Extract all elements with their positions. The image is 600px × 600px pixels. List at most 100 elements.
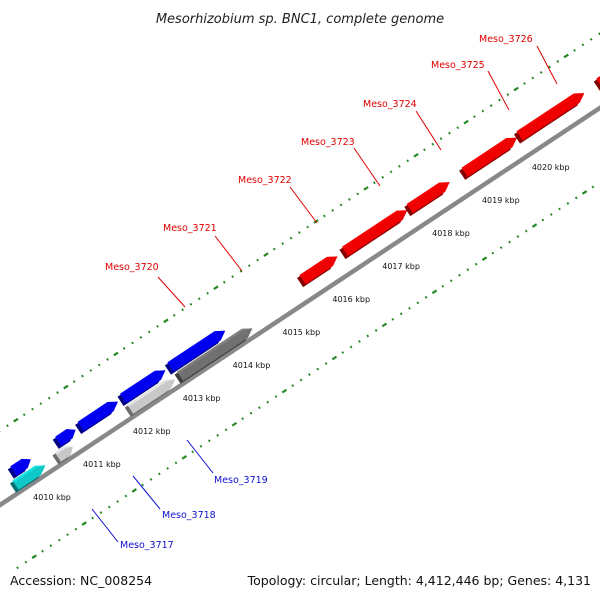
gc-dot bbox=[13, 417, 19, 423]
tick-label: 4020 kbp bbox=[532, 163, 570, 172]
gene-arrow-highlight bbox=[10, 458, 31, 469]
gc-dot bbox=[156, 324, 159, 328]
gc-dot bbox=[113, 351, 119, 357]
gc-dot bbox=[31, 407, 34, 411]
gc-dot bbox=[157, 472, 161, 476]
gene-label-meso-3722[interactable]: Meso_3722 bbox=[238, 175, 318, 224]
gene-arrow-body bbox=[341, 210, 408, 257]
gc-dot bbox=[389, 170, 393, 174]
gene-arrow-body bbox=[12, 465, 46, 490]
gc-dot bbox=[563, 53, 569, 59]
gc-dot bbox=[573, 48, 576, 52]
gene-arrow-highlight bbox=[177, 328, 253, 374]
gc-dot bbox=[481, 109, 485, 113]
backbone-line bbox=[0, 105, 600, 508]
gc-dot bbox=[24, 560, 28, 564]
gc-dot bbox=[474, 262, 478, 266]
gc-dot bbox=[131, 488, 137, 493]
gc-dot bbox=[431, 142, 435, 146]
gc-dot bbox=[39, 402, 43, 406]
gc-dot bbox=[513, 86, 519, 92]
gc-dot bbox=[124, 494, 128, 498]
gene-arrow-body bbox=[77, 401, 119, 432]
gene-arrow-body bbox=[516, 93, 585, 141]
gc-dot bbox=[556, 60, 560, 63]
gc-dot bbox=[358, 340, 361, 343]
gene-arrow-body bbox=[127, 379, 176, 414]
gc-dot bbox=[139, 335, 143, 339]
gc-dot bbox=[99, 511, 103, 514]
gene-label-meso-3723[interactable]: Meso_3723 bbox=[301, 137, 381, 187]
gc-dot bbox=[206, 291, 209, 295]
gene-label-meso-3717[interactable]: Meso_3717 bbox=[91, 508, 174, 551]
gene-arrow-highlight bbox=[516, 92, 585, 134]
svg-text:Meso_3719: Meso_3719 bbox=[214, 475, 268, 486]
gene-label-meso-3725[interactable]: Meso_3725 bbox=[431, 60, 510, 111]
gc-dot bbox=[516, 235, 520, 238]
gene-label-meso-3719[interactable]: Meso_3719 bbox=[186, 439, 268, 486]
gene-labels: Meso_3720 Meso_3721 Meso_3722 Meso_3723 … bbox=[91, 34, 558, 551]
gc-dot bbox=[31, 554, 37, 559]
gene-arrow bbox=[174, 328, 253, 384]
gc-dot bbox=[423, 148, 426, 152]
gc-dot bbox=[49, 544, 53, 548]
gene-arrow-shadow bbox=[593, 77, 600, 91]
svg-text:Meso_3722: Meso_3722 bbox=[238, 175, 292, 186]
gc-dot bbox=[366, 334, 370, 338]
gene-label-meso-3724[interactable]: Meso_3724 bbox=[363, 99, 442, 151]
gc-dot bbox=[458, 273, 461, 277]
svg-text:Meso_3724: Meso_3724 bbox=[363, 99, 417, 110]
gc-dot bbox=[199, 444, 203, 448]
gc-dot bbox=[506, 93, 510, 96]
gc-dot bbox=[272, 247, 276, 251]
gc-dot bbox=[81, 521, 87, 526]
gene-arrow-body bbox=[406, 182, 450, 214]
gene-arrow-highlight bbox=[596, 76, 600, 81]
gc-dot bbox=[548, 65, 551, 69]
gene-arrow bbox=[513, 92, 585, 144]
gc-dot bbox=[131, 341, 134, 345]
svg-text:Meso_3721: Meso_3721 bbox=[163, 223, 217, 234]
gc-dot bbox=[256, 258, 259, 262]
tick-label: 4016 kbp bbox=[332, 295, 370, 304]
gene-label-meso-3718[interactable]: Meso_3718 bbox=[132, 475, 216, 521]
gene-arrow bbox=[75, 401, 119, 435]
gene-arrow bbox=[164, 330, 226, 375]
gene-arrow bbox=[52, 446, 73, 465]
gene-arrow-body bbox=[120, 370, 166, 403]
gc-dot bbox=[91, 516, 94, 520]
gene-label-meso-3726[interactable]: Meso_3726 bbox=[479, 34, 558, 85]
tick-label: 4018 kbp bbox=[432, 229, 470, 238]
gene-label-meso-3721[interactable]: Meso_3721 bbox=[163, 223, 243, 272]
gene-arrow-highlight bbox=[167, 330, 226, 365]
gene-arrow-body bbox=[461, 137, 517, 177]
gc-dot bbox=[231, 275, 234, 279]
gc-dot bbox=[508, 240, 511, 244]
gene-arrow bbox=[52, 429, 76, 449]
gc-dot bbox=[489, 104, 493, 107]
gene-label-meso-3720[interactable]: Meso_3720 bbox=[105, 262, 186, 308]
gc-dot bbox=[523, 82, 526, 85]
gc-dot bbox=[349, 345, 353, 349]
tick-label: 4019 kbp bbox=[482, 196, 520, 205]
gc-dot bbox=[549, 213, 553, 216]
gc-dot bbox=[481, 256, 488, 261]
gc-dot bbox=[81, 374, 84, 378]
gc-dot bbox=[106, 358, 109, 361]
genome-title: Mesorhizobium sp. BNC1, complete genome bbox=[156, 12, 444, 27]
gc-dot bbox=[524, 229, 528, 233]
gc-dot bbox=[224, 428, 228, 432]
gc-dot bbox=[149, 478, 153, 481]
gc-dot bbox=[174, 461, 178, 465]
gene-arrow bbox=[124, 379, 176, 417]
gene-arrow-highlight bbox=[55, 429, 76, 439]
gene-arrow-highlight bbox=[120, 370, 166, 396]
gc-dot bbox=[308, 373, 311, 376]
gene-arrow-body bbox=[299, 256, 338, 285]
gc-dot bbox=[306, 225, 310, 229]
gc-dot bbox=[147, 330, 151, 334]
gc-dot bbox=[531, 76, 535, 80]
gc-dot bbox=[172, 313, 176, 317]
gc-dot bbox=[566, 202, 570, 205]
gc-dot bbox=[541, 218, 545, 222]
